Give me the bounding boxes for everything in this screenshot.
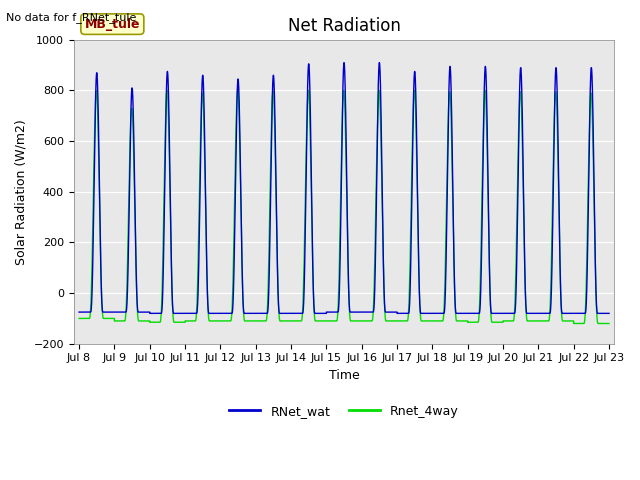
Y-axis label: Solar Radiation (W/m2): Solar Radiation (W/m2) <box>15 119 28 264</box>
RNet_wat <box>340 60 348 65</box>
Line: Rnet_4way: Rnet_4way <box>79 89 609 324</box>
Rnet_4way <box>274 269 282 275</box>
Title: Net Radiation: Net Radiation <box>287 17 401 36</box>
Rnet_4way <box>570 321 577 326</box>
Rnet_4way <box>417 318 425 324</box>
Line: RNet_wat: RNet_wat <box>79 62 609 313</box>
RNet_wat <box>189 311 196 316</box>
RNet_wat <box>76 309 83 315</box>
Rnet_4way <box>76 315 83 321</box>
Rnet_4way <box>604 321 611 326</box>
RNet_wat <box>274 269 282 275</box>
RNet_wat <box>605 311 613 316</box>
RNet_wat <box>146 311 154 316</box>
Text: No data for f_RNet_tule: No data for f_RNet_tule <box>6 12 137 23</box>
RNet_wat <box>183 311 191 316</box>
Rnet_4way <box>605 321 613 326</box>
Rnet_4way <box>492 319 500 325</box>
Rnet_4way <box>234 86 241 92</box>
RNet_wat <box>417 311 425 316</box>
X-axis label: Time: Time <box>329 369 360 382</box>
Text: MB_tule: MB_tule <box>84 18 140 31</box>
RNet_wat <box>604 311 611 316</box>
Legend: RNet_wat, Rnet_4way: RNet_wat, Rnet_4way <box>224 400 464 422</box>
Rnet_4way <box>183 318 191 324</box>
Rnet_4way <box>189 318 196 324</box>
RNet_wat <box>493 311 500 316</box>
